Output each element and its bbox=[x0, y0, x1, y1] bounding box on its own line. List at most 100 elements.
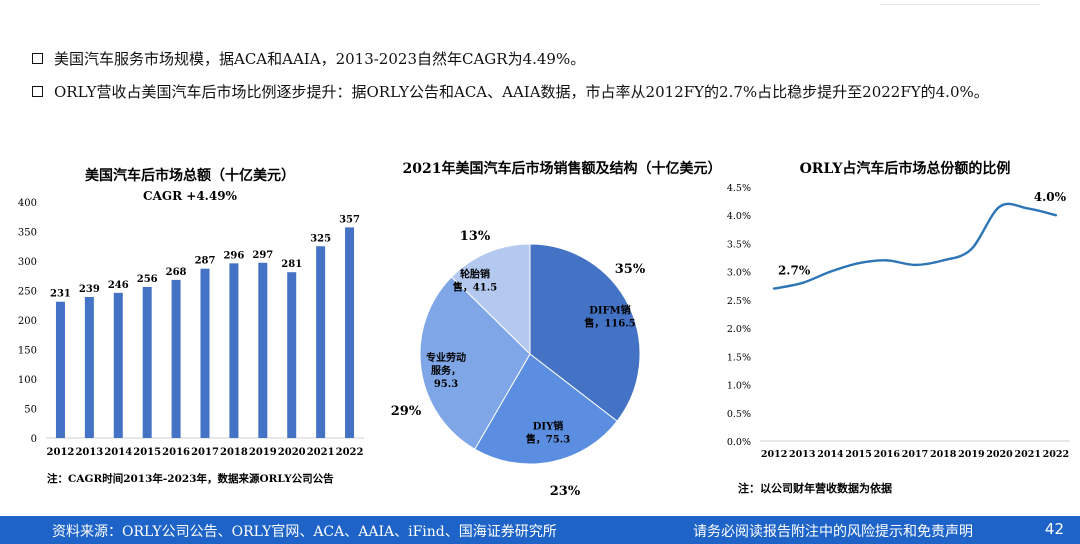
bar bbox=[84, 296, 94, 438]
line-chart: ORLY占汽车后市场总份额的比例 注：以公司财年营收数据为依据 0.0% 0.5%… bbox=[727, 160, 1070, 495]
bullet-item: 美国汽车服务市场规模，据ACA和AAIA，2013-2023自然年CAGR为4.… bbox=[30, 48, 1070, 71]
x-tick-label: 2018 bbox=[930, 449, 957, 460]
bar bbox=[142, 286, 152, 438]
top-divider bbox=[880, 4, 1040, 5]
y-tick-label: 0 bbox=[31, 434, 37, 445]
bar-data-label: 231 bbox=[50, 289, 71, 300]
bar bbox=[345, 227, 355, 438]
pie-slice-label: 95.3 bbox=[434, 379, 458, 390]
line-point bbox=[885, 259, 889, 262]
pie-slice-label: 轮胎销 bbox=[460, 268, 490, 281]
pie-slice bbox=[450, 243, 531, 356]
pie-slice bbox=[529, 243, 641, 422]
x-tick-label: 2021 bbox=[1015, 449, 1041, 460]
x-tick-label: 2021 bbox=[307, 447, 335, 458]
pie-slice bbox=[419, 276, 531, 450]
bar-chart: 美国汽车后市场总额（十亿美元） CAGR +4.49% 注：CAGR时间2013… bbox=[18, 167, 364, 485]
y-tick-label: 2.0% bbox=[727, 324, 751, 335]
y-tick-label: 1.5% bbox=[727, 352, 751, 363]
y-tick-label: 2.5% bbox=[727, 296, 751, 307]
x-tick-label: 2015 bbox=[133, 447, 161, 458]
y-tick-label: 4.0% bbox=[727, 211, 751, 222]
bar bbox=[229, 263, 239, 438]
y-tick-label: 350 bbox=[18, 228, 37, 239]
line-point bbox=[941, 259, 945, 262]
bar-chart-note: 注：CAGR时间2013年-2023年，数据来源ORLY公司公告 bbox=[47, 472, 334, 485]
bar bbox=[287, 272, 297, 438]
line-data-label: 2.7% bbox=[778, 264, 811, 278]
bar-data-label: 281 bbox=[281, 259, 302, 270]
bullet-list: 美国汽车服务市场规模，据ACA和AAIA，2013-2023自然年CAGR为4.… bbox=[30, 48, 1070, 114]
bar bbox=[258, 262, 268, 438]
bar-data-label: 246 bbox=[108, 280, 129, 291]
bullet-text: 美国汽车服务市场规模，据ACA和AAIA，2013-2023自然年CAGR为4.… bbox=[54, 50, 586, 68]
y-tick-label: 3.5% bbox=[727, 239, 751, 250]
x-tick-label: 2020 bbox=[986, 449, 1013, 460]
bar-data-label: 296 bbox=[223, 250, 244, 261]
x-tick-label: 2017 bbox=[191, 447, 219, 458]
x-tick-label: 2014 bbox=[104, 447, 132, 458]
bar-data-label: 256 bbox=[137, 274, 158, 285]
line-point bbox=[772, 287, 776, 290]
y-tick-label: 200 bbox=[18, 316, 37, 327]
line-point bbox=[1026, 207, 1029, 210]
x-tick-label: 2012 bbox=[47, 447, 75, 458]
x-tick-label: 2020 bbox=[278, 447, 306, 458]
pie-percent-label: 29% bbox=[391, 404, 422, 419]
line-point bbox=[970, 247, 973, 251]
x-tick-label: 2012 bbox=[761, 449, 787, 460]
bar-data-label: 297 bbox=[252, 250, 273, 261]
line-chart-note: 注：以公司财年营收数据为依据 bbox=[738, 481, 892, 495]
footer-source: 资料来源：ORLY公司公告、ORLY官网、ACA、AAIA、iFind、国海证券… bbox=[52, 524, 557, 540]
x-tick-label: 2016 bbox=[874, 449, 901, 460]
pie-slice-label: DIFM销 bbox=[589, 304, 631, 317]
y-tick-label: 250 bbox=[18, 287, 37, 298]
bar-data-label: 357 bbox=[339, 214, 360, 225]
x-tick-label: 2013 bbox=[75, 447, 103, 458]
x-tick-label: 2019 bbox=[249, 447, 277, 458]
y-tick-label: 0.5% bbox=[727, 409, 751, 420]
y-tick-label: 400 bbox=[18, 198, 37, 209]
series-line bbox=[773, 202, 1057, 290]
y-tick-label: 50 bbox=[24, 405, 37, 416]
pie-slice bbox=[474, 353, 618, 465]
pie-slice-label: 专业劳动 bbox=[426, 351, 466, 364]
y-tick-label: 3.0% bbox=[727, 268, 751, 279]
bar-chart-title: 美国汽车后市场总额（十亿美元） bbox=[85, 167, 295, 184]
y-tick-label: 100 bbox=[18, 375, 37, 386]
y-tick-label: 4.5% bbox=[727, 183, 751, 194]
bar-chart-subtitle: CAGR +4.49% bbox=[143, 189, 238, 203]
pie-slice-label: 服务， bbox=[431, 364, 461, 377]
x-tick-label: 2015 bbox=[845, 449, 871, 460]
bar bbox=[113, 292, 123, 438]
checkbox-square-icon bbox=[32, 86, 43, 97]
bar-data-label: 287 bbox=[195, 256, 216, 267]
line-point bbox=[801, 281, 804, 285]
bar bbox=[55, 301, 65, 438]
bar-data-label: 325 bbox=[310, 233, 331, 244]
x-tick-label: 2018 bbox=[220, 447, 248, 458]
bar bbox=[171, 279, 181, 438]
bar-data-label: 268 bbox=[166, 267, 187, 278]
pie-slice-label: 售，75.3 bbox=[526, 433, 570, 446]
y-tick-label: 0.0% bbox=[727, 437, 751, 448]
pie-slice-label: 售，116.5 bbox=[584, 317, 635, 330]
pie-slice-label: 售，41.5 bbox=[453, 281, 497, 294]
line-chart-title: ORLY占汽车后市场总份额的比例 bbox=[800, 160, 1011, 177]
bullet-text: ORLY营收占美国汽车后市场比例逐步提升：据ORLY公告和ACA、AAIA数据，… bbox=[54, 83, 989, 101]
x-tick-label: 2013 bbox=[789, 449, 815, 460]
line-point bbox=[829, 270, 832, 273]
checkbox-square-icon bbox=[32, 53, 43, 64]
footer-disclaimer: 请务必阅读报告附注中的风险提示和免责声明 bbox=[693, 524, 973, 540]
y-tick-label: 150 bbox=[18, 346, 37, 357]
footer-bar: 资料来源：ORLY公司公告、ORLY官网、ACA、AAIA、iFind、国海证券… bbox=[0, 516, 1080, 544]
x-tick-label: 2016 bbox=[162, 447, 190, 458]
pie-slice-label: DIY销 bbox=[533, 420, 564, 433]
line-point bbox=[1054, 214, 1058, 217]
x-tick-label: 2022 bbox=[336, 447, 364, 458]
line-data-label: 4.0% bbox=[1034, 190, 1067, 204]
page-number: 42 bbox=[1044, 520, 1064, 538]
bar bbox=[200, 268, 210, 438]
